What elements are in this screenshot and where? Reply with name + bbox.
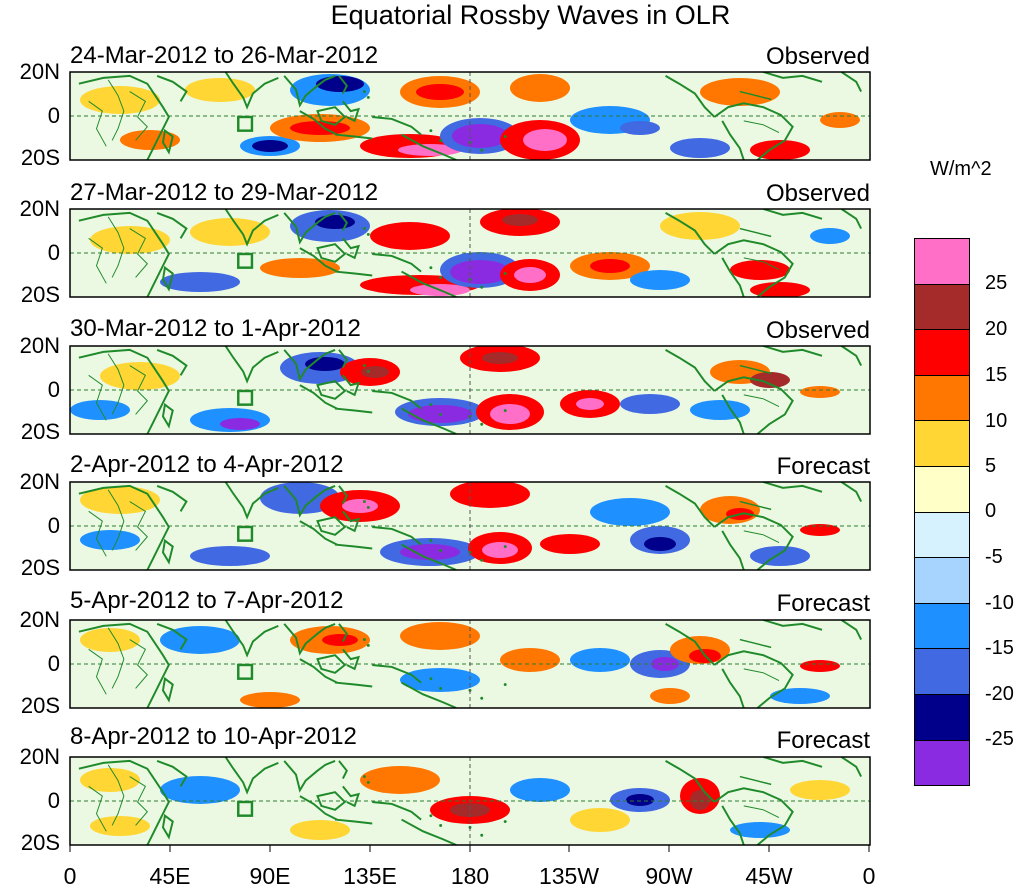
lat-label-eq: 0 (47, 788, 60, 813)
colorbar-swatch (914, 602, 970, 650)
colorbar-swatch (914, 511, 970, 559)
map-panel-6 (69, 756, 871, 846)
lat-label-20n: 20N (19, 59, 60, 84)
lat-label-20s: 20S (20, 830, 60, 855)
panel-2-date: 27-Mar-2012 to 29-Mar-2012 (70, 179, 379, 206)
lat-label-eq: 0 (47, 103, 60, 128)
x-ticks (69, 845, 870, 852)
lon-label-0: 0 (63, 863, 77, 889)
lon-label-135e: 135E (343, 863, 397, 889)
lat-label-20s: 20S (20, 419, 60, 444)
chart-title: Equatorial Rossby Waves in OLR (330, 0, 731, 30)
panel-6-date: 8-Apr-2012 to 10-Apr-2012 (70, 723, 357, 750)
lat-label-eq: 0 (47, 513, 60, 538)
map-panel-3 (69, 345, 871, 435)
colorbar-swatch (914, 466, 970, 513)
panel-2-status: Observed (765, 180, 870, 207)
colorbar-swatch (914, 694, 970, 741)
colorbar-label: -25 (985, 728, 1014, 750)
lon-label-90e: 90E (249, 863, 291, 889)
colorbar-swatch (914, 329, 970, 376)
colorbar-swatch (914, 557, 970, 604)
colorbar-label: -20 (985, 683, 1014, 705)
lat-label-20n: 20N (19, 469, 60, 494)
panel-5-status: Forecast (776, 590, 870, 617)
colorbar-swatch (914, 420, 970, 467)
map-panel-1 (69, 71, 871, 161)
map-panel-4 (69, 481, 871, 571)
lat-label-20n: 20N (19, 607, 60, 632)
colorbar-label: -15 (985, 637, 1014, 659)
lat-label-20s: 20S (20, 282, 60, 307)
colorbar-label: 20 (985, 318, 1008, 340)
colorbar-label: -10 (985, 592, 1014, 614)
colorbar-label: 0 (985, 500, 997, 522)
map-panel-5 (69, 619, 871, 709)
panel-6-status: Forecast (776, 727, 870, 754)
colorbar-label: 25 (985, 272, 1008, 294)
lat-label-eq: 0 (47, 240, 60, 265)
colorbar-swatch (914, 283, 970, 331)
lat-label-20s: 20S (20, 555, 60, 580)
colorbar-label: 10 (985, 410, 1008, 432)
lat-label-eq: 0 (47, 651, 60, 676)
colorbar-label: 15 (985, 364, 1008, 386)
colorbar-swatch (914, 648, 970, 695)
lat-label-20n: 20N (19, 196, 60, 221)
colorbar-label: -5 (985, 546, 1003, 568)
lat-label-20n: 20N (19, 744, 60, 769)
lat-label-20s: 20S (20, 145, 60, 170)
lon-label-45w: 45W (745, 863, 793, 889)
panel-4-date: 2-Apr-2012 to 4-Apr-2012 (70, 451, 344, 478)
units-label: W/m^2 (930, 158, 992, 180)
lon-label-90w: 90W (645, 863, 693, 889)
panel-1-status: Observed (765, 43, 870, 70)
panel-4-status: Forecast (776, 453, 870, 480)
lon-label-180: 180 (450, 863, 490, 889)
colorbar-swatch (914, 374, 970, 422)
panel-1-date: 24-Mar-2012 to 26-Mar-2012 (70, 42, 379, 69)
lat-label-20n: 20N (19, 333, 60, 358)
lon-label-45e: 45E (149, 863, 191, 889)
lon-label-135w: 135W (538, 863, 600, 889)
panel-3-date: 30-Mar-2012 to 1-Apr-2012 (70, 315, 361, 342)
panel-5-date: 5-Apr-2012 to 7-Apr-2012 (70, 587, 344, 614)
colorbar-label: 5 (985, 455, 997, 477)
map-panel-2 (69, 208, 871, 298)
lon-label-0-end: 0 (862, 863, 876, 889)
panel-3-status: Observed (765, 317, 870, 344)
colorbar-swatch (914, 238, 970, 285)
lat-label-20s: 20S (20, 693, 60, 718)
colorbar-swatch (914, 739, 970, 787)
lat-label-eq: 0 (47, 377, 60, 402)
